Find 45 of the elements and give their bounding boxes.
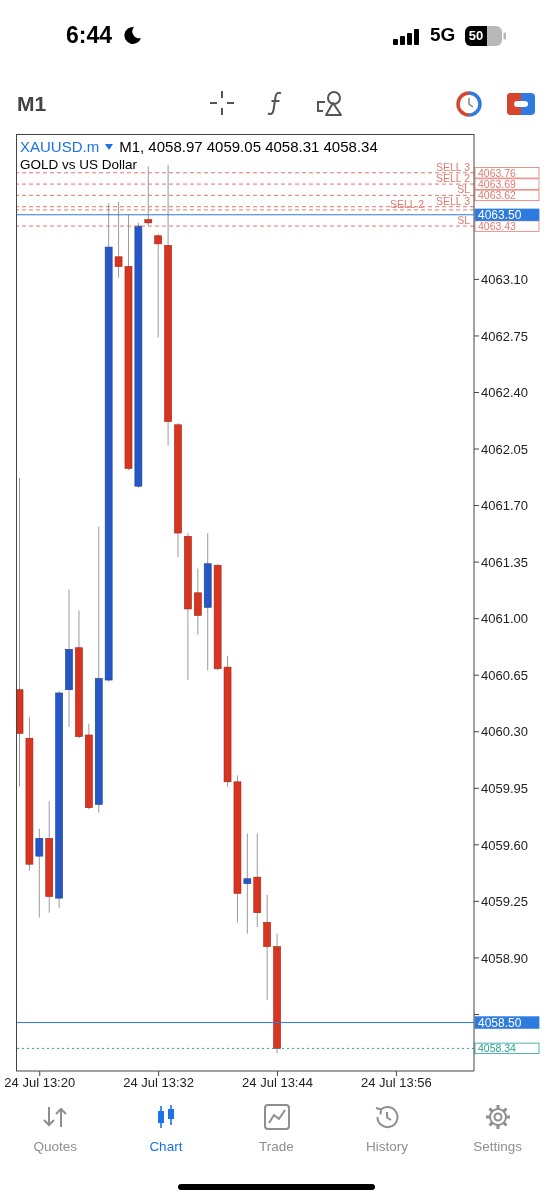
text: 4058.34 [478, 1042, 517, 1055]
y-tick-label: 4062.40 [481, 385, 528, 401]
y-tick-label: 4061.70 [481, 498, 528, 514]
candlestick [243, 833, 252, 935]
text: Chart [149, 1139, 183, 1154]
text: Quotes [33, 1139, 78, 1154]
ref-line-label: SELL 3 [435, 160, 471, 173]
y-tick-label: 4058.90 [481, 950, 528, 966]
text: 4063.69 [478, 177, 517, 190]
y-tick-label: 4059.60 [481, 837, 528, 853]
text: 4063.76 [478, 166, 517, 179]
text: History [366, 1139, 409, 1154]
y-tick-label: 4063.10 [481, 272, 528, 288]
x-tick-label: 24 Jul 13:20 [4, 1075, 76, 1091]
text: 6:44 [66, 22, 113, 48]
annotation: M1, 4058.97 4059.05 4058.31 4058.34 [119, 138, 378, 156]
x-tick-label: 24 Jul 13:44 [242, 1075, 313, 1091]
candlestick [144, 165, 153, 227]
text: 5G [430, 24, 456, 46]
text: Settings [473, 1139, 523, 1154]
ref-line-label: SELL 2 [389, 197, 425, 210]
x-tick-label: 24 Jul 13:32 [123, 1075, 195, 1091]
candlestick [154, 233, 162, 339]
text: 4058.50 [478, 1015, 522, 1030]
y-tick-label: 4062.05 [481, 441, 528, 457]
ref-line-label: SL [457, 214, 471, 227]
y-tick-label: 4059.95 [481, 780, 528, 796]
text: M1 [17, 92, 47, 116]
y-tick-label: 4060.65 [481, 667, 528, 683]
y-tick-label: 4061.35 [481, 554, 528, 570]
text: 4063.62 [478, 189, 517, 202]
chart-title: XAUUSD.m [20, 138, 100, 156]
y-tick-label: 4062.75 [481, 328, 528, 344]
text: GOLD vs US Dollar [20, 157, 138, 172]
candlestick [194, 568, 202, 636]
y-tick-label: 4059.25 [481, 894, 528, 910]
ref-line-label: SL [457, 183, 471, 196]
y-tick-label: 4060.30 [481, 724, 528, 740]
x-tick-label: 24 Jul 13:56 [360, 1075, 432, 1091]
ref-line-label: SELL 2 [435, 172, 471, 185]
ref-line-label: SELL 3 [435, 194, 471, 207]
y-tick-label: 4061.00 [481, 611, 528, 627]
candlestick [35, 828, 44, 919]
text: Trade [259, 1139, 294, 1154]
text: 50 [466, 26, 486, 46]
